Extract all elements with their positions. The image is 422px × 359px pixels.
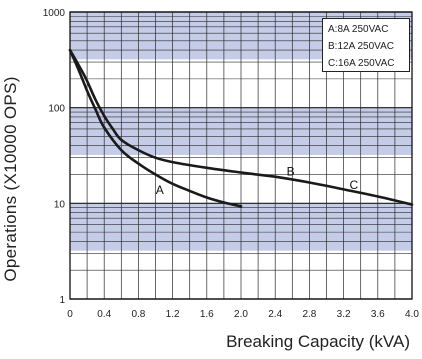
- x-tick-label: 3.6: [371, 309, 385, 320]
- x-tick-label: 1.2: [166, 309, 180, 320]
- x-tick-label: 2.4: [268, 309, 282, 320]
- legend-entry-a: A:8A 250VAC: [328, 24, 389, 35]
- x-tick-label: 2.0: [234, 309, 248, 320]
- series-line-a: [68, 48, 243, 208]
- x-tick-label: 1.6: [200, 309, 214, 320]
- y-tick-label: 100: [48, 104, 65, 115]
- series-line-c: [273, 175, 414, 206]
- plot-frame: [69, 11, 413, 300]
- curve-label-c: C: [350, 178, 359, 192]
- series-line-b: [68, 48, 277, 178]
- curve-label-b: B: [287, 165, 295, 179]
- y-tick-label: 1000: [43, 8, 66, 19]
- y-axis-label: Operations (X10000 OPS): [1, 76, 20, 282]
- x-tick-label: 3.2: [337, 309, 351, 320]
- y-tick-label: 10: [54, 199, 66, 210]
- x-axis-label: Breaking Capacity (kVA): [226, 332, 410, 351]
- x-tick-label: 4.0: [405, 309, 419, 320]
- legend: A:8A 250VAC B:12A 250VAC C:16A 250VAC: [322, 18, 410, 72]
- x-tick-label: 2.8: [302, 309, 316, 320]
- curve-label-a: A: [156, 183, 164, 197]
- x-tick-label: 0: [67, 309, 73, 320]
- legend-entry-b: B:12A 250VAC: [328, 41, 394, 52]
- y-tick-label: 1: [59, 295, 65, 306]
- legend-entry-c: C:16A 250VAC: [328, 58, 395, 69]
- x-tick-label: 0.8: [131, 309, 145, 320]
- x-tick-label: 0.4: [97, 309, 111, 320]
